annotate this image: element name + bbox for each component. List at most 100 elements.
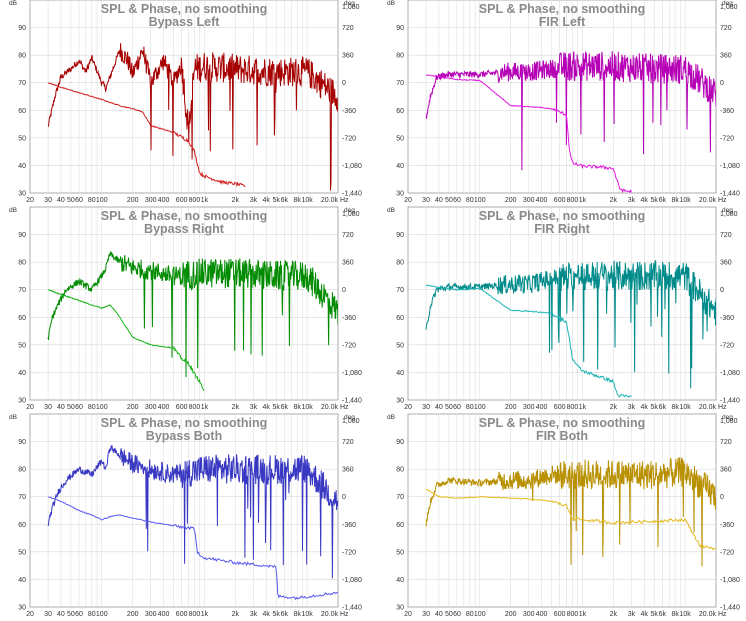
plot-area xyxy=(29,0,339,194)
y-tick-label: 90 xyxy=(18,232,26,239)
x-tick-label: 50 xyxy=(445,404,453,411)
y2-tick-label: -720 xyxy=(720,135,734,142)
y2-tick-label: 0 xyxy=(342,494,346,501)
y-tick-label: 80 xyxy=(396,53,404,60)
x-tick-label: 6k xyxy=(659,197,667,204)
x-tick-label: 400 xyxy=(158,611,170,618)
y-tick-label: 60 xyxy=(396,315,404,322)
y2-tick-label: 720 xyxy=(720,25,732,32)
y2-tick-label: -720 xyxy=(342,135,356,142)
x-tick-label: 20.0k xyxy=(699,611,717,618)
x-tick-label: 800 xyxy=(189,404,201,411)
series-group xyxy=(425,51,716,193)
spl-series-line xyxy=(47,251,338,378)
x-tick-label: 40 xyxy=(57,404,65,411)
x-tick-label: 1k xyxy=(579,611,587,618)
series-group xyxy=(47,251,338,391)
plot-area xyxy=(407,0,717,194)
y-tick-label: 30 xyxy=(18,605,26,612)
y-tick-label: 80 xyxy=(396,467,404,474)
y2-tick-label: -360 xyxy=(342,108,356,115)
x-tick-label: 8k xyxy=(293,611,301,618)
y-tick-label: 70 xyxy=(18,494,26,501)
y2-tick-label: -1,440 xyxy=(720,398,740,405)
x-tick-label: 3k xyxy=(250,404,258,411)
x-tick-label: 400 xyxy=(158,197,170,204)
x-tick-label: 5k xyxy=(650,611,658,618)
y-unit-label: dB xyxy=(387,207,395,214)
y-tick-label: 60 xyxy=(396,522,404,529)
y-tick-label: 40 xyxy=(18,577,26,584)
x-tick-label: 2k xyxy=(232,197,240,204)
phase-series-line xyxy=(47,82,246,188)
x-tick-label: 80 xyxy=(88,611,96,618)
x-tick-label: 4k xyxy=(263,197,271,204)
plot-area xyxy=(407,413,717,608)
x-tick-label: 40 xyxy=(57,197,65,204)
y-tick-label: 70 xyxy=(18,287,26,294)
x-tick-label: 5k xyxy=(272,611,280,618)
x-tick-label: 2k xyxy=(610,197,618,204)
x-tick-label: 2k xyxy=(232,611,240,618)
y2-tick-label: 0 xyxy=(720,287,724,294)
x-tick-label: 30 xyxy=(422,404,430,411)
series-group xyxy=(425,260,716,398)
y-unit-label: dB xyxy=(387,0,395,7)
y-tick-label: 70 xyxy=(396,287,404,294)
y2-tick-label: -1,440 xyxy=(342,398,362,405)
y2-tick-label: 360 xyxy=(720,53,732,60)
y-unit-label: dB xyxy=(9,414,17,421)
x-tick-label: 100 xyxy=(474,197,486,204)
y-tick-label: 90 xyxy=(396,232,404,239)
phase-series-line xyxy=(48,289,205,391)
x-tick-label: 3k xyxy=(628,611,636,618)
x-tick-label: 8k xyxy=(671,611,679,618)
phase-series-line xyxy=(425,284,632,398)
x-tick-label: 400 xyxy=(536,611,548,618)
x-tick-label: 600 xyxy=(554,197,566,204)
y2-tick-label: -1,080 xyxy=(720,577,740,584)
x-tick-label: 80 xyxy=(466,404,474,411)
x-tick-label: 5k xyxy=(272,197,280,204)
x-tick-label: 20 xyxy=(26,404,34,411)
y2-tick-label: 360 xyxy=(342,53,354,60)
x-tick-label: 30 xyxy=(422,611,430,618)
y-tick-label: 90 xyxy=(18,25,26,32)
x-tick-label: 400 xyxy=(536,404,548,411)
y2-tick-label: -720 xyxy=(720,342,734,349)
y2-tick-label: 360 xyxy=(342,260,354,267)
x-tick-label: 4k xyxy=(641,197,649,204)
x-tick-label: 60 xyxy=(453,611,461,618)
chart-title: SPL & Phase, no smoothing xyxy=(479,2,645,16)
x-tick-label: 10k xyxy=(301,404,313,411)
y2-tick-label: -1,080 xyxy=(720,370,740,377)
x-tick-label: 8k xyxy=(293,197,301,204)
x-unit-label: Hz xyxy=(340,197,349,204)
x-tick-label: 50 xyxy=(445,197,453,204)
x-tick-label: 1k xyxy=(201,611,209,618)
x-tick-label: 6k xyxy=(659,611,667,618)
y-tick-label: 50 xyxy=(396,135,404,142)
y-tick-label: 40 xyxy=(18,370,26,377)
y2-tick-label: 0 xyxy=(720,80,724,87)
y2-tick-label: 720 xyxy=(342,25,354,32)
y2-unit-label: deg xyxy=(344,207,355,214)
y-tick-label: 90 xyxy=(396,25,404,32)
y-tick-label: 50 xyxy=(396,342,404,349)
x-tick-label: 10k xyxy=(679,404,691,411)
x-unit-label: Hz xyxy=(340,611,349,618)
y2-tick-label: -1,440 xyxy=(342,191,362,198)
x-tick-label: 3k xyxy=(628,404,636,411)
x-tick-label: 100 xyxy=(96,611,108,618)
y-tick-label: 80 xyxy=(396,260,404,267)
y-tick-label: 60 xyxy=(396,108,404,115)
x-tick-label: 6k xyxy=(281,611,289,618)
x-tick-label: 800 xyxy=(567,611,579,618)
x-tick-label: 40 xyxy=(435,611,443,618)
x-unit-label: Hz xyxy=(340,404,349,411)
x-tick-label: 5k xyxy=(650,197,658,204)
y2-tick-label: -360 xyxy=(342,315,356,322)
y2-unit-label: deg xyxy=(722,0,733,7)
